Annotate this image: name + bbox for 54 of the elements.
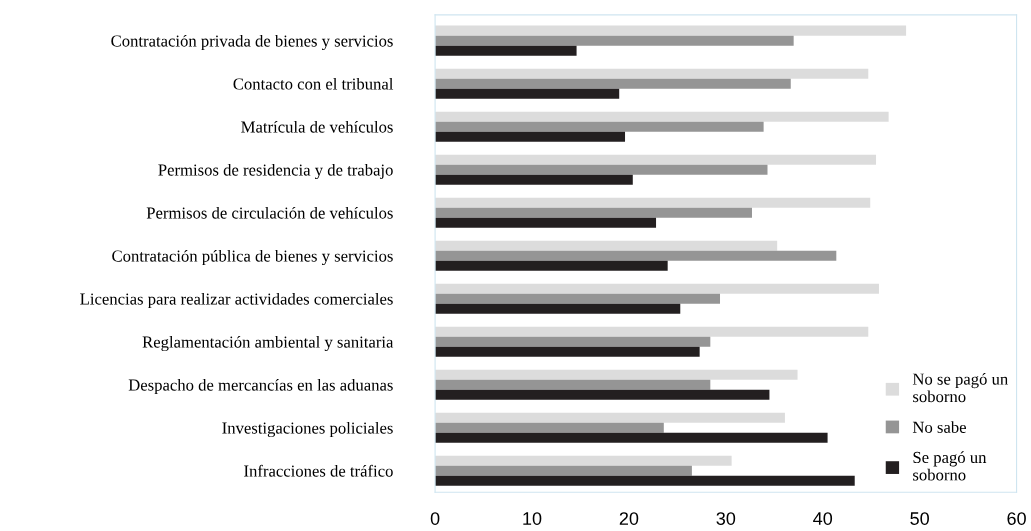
bar [435, 369, 798, 380]
y-tick-label: Infracciones de tráfico [244, 464, 393, 477]
y-tick-label: Licencias para realizar actividades comerciales [80, 292, 393, 309]
bar [435, 88, 620, 99]
bar [435, 455, 732, 466]
x-tick-label: 50 [910, 512, 929, 525]
bar [435, 25, 907, 36]
bar [435, 121, 764, 132]
bar [435, 197, 871, 208]
bar [435, 283, 879, 294]
bar [435, 465, 692, 476]
bar [435, 422, 664, 433]
bar [435, 35, 794, 46]
bar [435, 131, 626, 142]
bar [435, 250, 837, 261]
bar [435, 260, 668, 271]
x-tick-label: 10 [523, 512, 542, 525]
bar [435, 293, 721, 304]
y-tick-label: Despacho de mercancías en las aduanas [128, 378, 393, 395]
bar [435, 207, 752, 218]
bar [435, 164, 768, 175]
y-tick-label: Investigaciones policiales [222, 421, 393, 438]
x-tick-label: 0 [430, 512, 440, 525]
legend-label: No se pagó un soborno [912, 372, 1008, 403]
y-tick-label: Contratación privada de bienes y servicios [111, 34, 393, 51]
x-tick-label: 40 [813, 512, 833, 525]
y-tick-label: Matrícula de vehículos [241, 120, 393, 133]
bar [435, 78, 791, 89]
bar [435, 412, 785, 423]
x-tick-label: 60 [1007, 512, 1026, 525]
bar [435, 389, 770, 400]
x-tick-label: 30 [716, 512, 736, 525]
bar [435, 45, 577, 56]
y-tick-label: Reglamentación ambiental y sanitaria [142, 335, 394, 352]
y-tick-label: Contratación pública de bienes y servicios [112, 249, 393, 266]
bar [435, 346, 700, 357]
bar [435, 432, 828, 443]
bar [435, 154, 877, 165]
bar [435, 326, 869, 337]
bar [435, 68, 869, 79]
bar [435, 111, 889, 122]
bar [435, 379, 711, 390]
legend-label: No sabe [912, 421, 966, 433]
y-tick-label: Contacto con el tribunal [233, 77, 394, 90]
bar [435, 303, 681, 314]
y-tick-label: Permisos de circulación de vehículos [146, 206, 393, 219]
x-tick-label: 20 [619, 512, 639, 525]
legend-label: Se pagó un soborno [913, 451, 987, 481]
bar [435, 217, 657, 228]
bar [435, 475, 855, 486]
y-tick-label: Permisos de residencia y de trabajo [158, 163, 393, 180]
bar [435, 174, 633, 185]
bar [435, 240, 778, 251]
bar [435, 336, 711, 347]
